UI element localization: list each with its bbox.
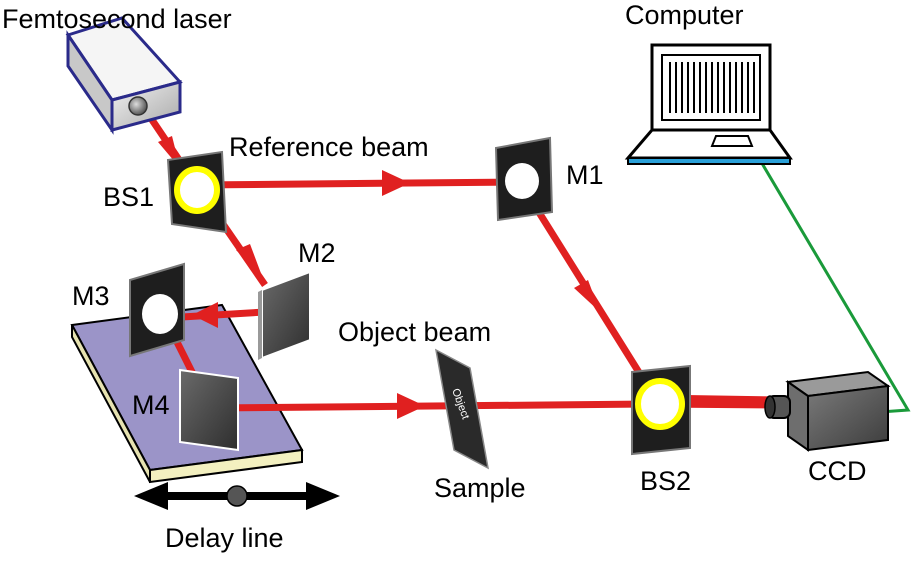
- screen-pattern: [669, 62, 755, 113]
- label-m2: M2: [298, 238, 336, 268]
- femtosecond-laser: [65, 16, 183, 135]
- label-sample: Sample: [434, 473, 526, 503]
- beam-splitter-bs1: [166, 150, 228, 234]
- beam-splitter-bs2: [631, 364, 691, 456]
- label-bs2: BS2: [640, 466, 691, 496]
- label-ccd: CCD: [808, 456, 867, 486]
- label-m4: M4: [132, 390, 170, 420]
- mirror-m2: [258, 270, 311, 360]
- sample-plate: Object: [434, 348, 490, 470]
- mirror-m4: [179, 368, 239, 452]
- computer: [624, 43, 793, 165]
- ccd-camera: [764, 370, 891, 452]
- mirror-m1: [494, 136, 554, 222]
- label-femtosecond-laser: Femtosecond laser: [2, 4, 232, 34]
- mirror-m3: [129, 262, 185, 358]
- label-reference-beam: Reference beam: [229, 132, 429, 162]
- label-m3: M3: [72, 281, 110, 311]
- label-bs1: BS1: [103, 182, 154, 212]
- data-cable: [758, 159, 911, 414]
- label-m1: M1: [566, 160, 604, 190]
- label-delay-line: Delay line: [165, 523, 284, 553]
- label-computer: Computer: [625, 0, 744, 30]
- label-object-beam: Object beam: [338, 317, 491, 347]
- delay-line-arrow: [134, 482, 340, 510]
